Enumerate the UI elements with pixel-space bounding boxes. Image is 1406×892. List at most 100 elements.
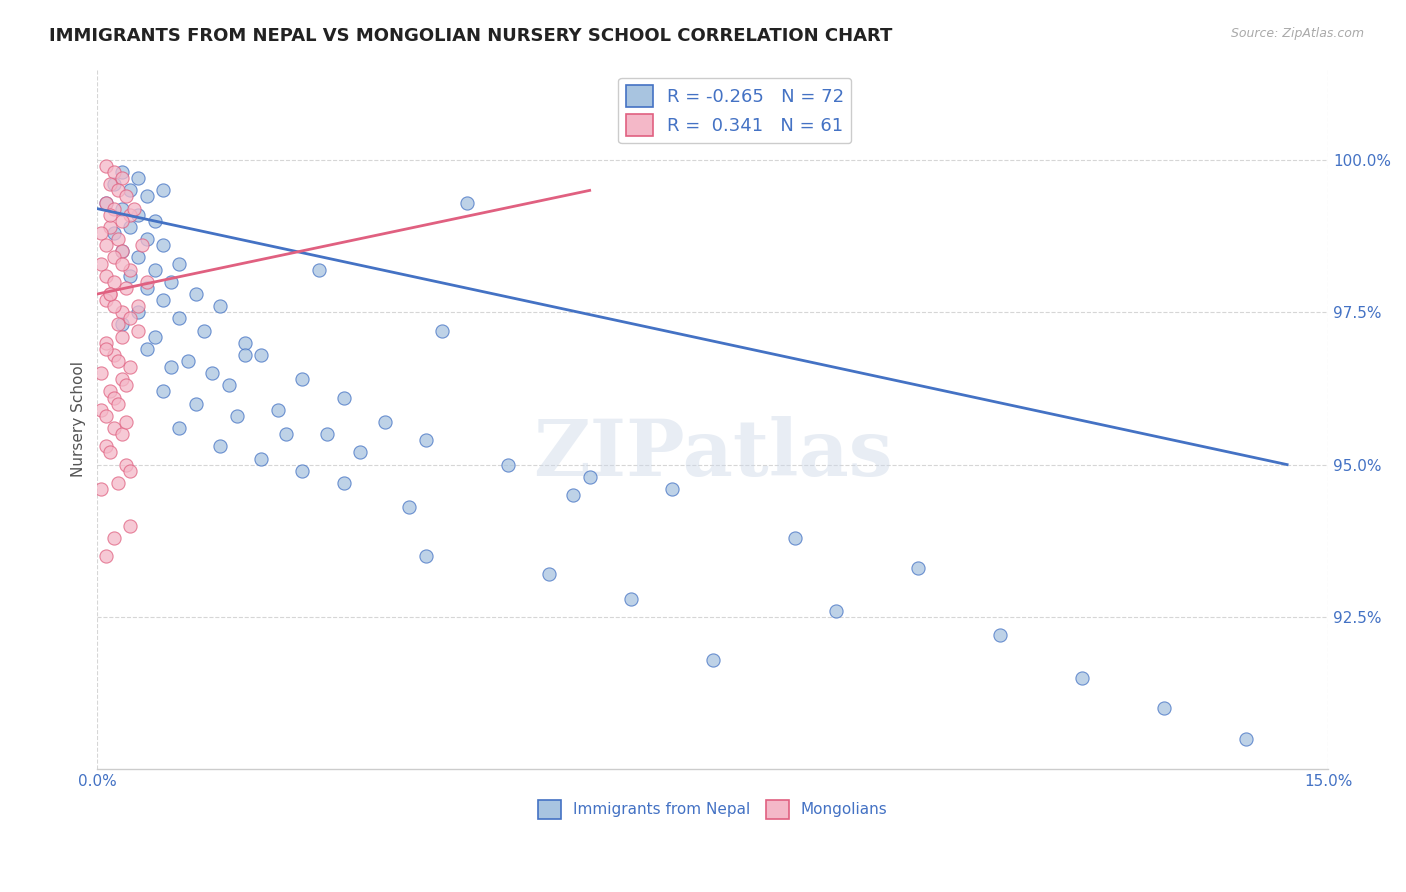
Point bbox=[103, 275, 125, 289]
Point bbox=[562, 488, 585, 502]
Point bbox=[135, 275, 157, 289]
Point bbox=[209, 439, 232, 453]
Point bbox=[135, 281, 157, 295]
Point bbox=[332, 391, 354, 405]
Point bbox=[94, 238, 117, 252]
Point bbox=[111, 171, 134, 186]
Point bbox=[98, 287, 121, 301]
Point bbox=[107, 318, 129, 332]
Point bbox=[291, 464, 314, 478]
Point bbox=[111, 244, 134, 259]
Point bbox=[98, 287, 121, 301]
Point bbox=[1071, 671, 1094, 685]
Point bbox=[90, 482, 112, 496]
Point bbox=[702, 652, 724, 666]
Point bbox=[415, 549, 437, 563]
Point bbox=[824, 604, 846, 618]
Point bbox=[111, 318, 134, 332]
Point bbox=[152, 293, 174, 307]
Point bbox=[267, 402, 290, 417]
Point bbox=[94, 409, 117, 423]
Point bbox=[103, 421, 125, 435]
Point bbox=[103, 202, 125, 216]
Point bbox=[94, 439, 117, 453]
Text: ZIPatlas: ZIPatlas bbox=[533, 416, 893, 492]
Point bbox=[111, 165, 134, 179]
Point bbox=[120, 268, 142, 283]
Point bbox=[107, 232, 129, 246]
Point bbox=[94, 159, 117, 173]
Point bbox=[1153, 701, 1175, 715]
Point bbox=[98, 208, 121, 222]
Point bbox=[143, 214, 166, 228]
Point bbox=[94, 549, 117, 563]
Point bbox=[120, 208, 142, 222]
Point bbox=[94, 195, 117, 210]
Point bbox=[184, 287, 207, 301]
Point bbox=[169, 421, 191, 435]
Point bbox=[90, 366, 112, 380]
Point bbox=[152, 183, 174, 197]
Point bbox=[316, 427, 339, 442]
Point bbox=[103, 531, 125, 545]
Point bbox=[783, 531, 806, 545]
Point bbox=[907, 561, 929, 575]
Point bbox=[103, 299, 125, 313]
Point bbox=[115, 281, 138, 295]
Point bbox=[103, 226, 125, 240]
Point bbox=[233, 335, 256, 350]
Point bbox=[111, 244, 134, 259]
Point bbox=[94, 268, 117, 283]
Point bbox=[103, 348, 125, 362]
Point bbox=[430, 324, 453, 338]
Point bbox=[115, 189, 138, 203]
Point bbox=[398, 500, 420, 515]
Point bbox=[94, 293, 117, 307]
Point bbox=[90, 226, 112, 240]
Point bbox=[250, 348, 273, 362]
Point bbox=[169, 256, 191, 270]
Point bbox=[209, 299, 232, 313]
Point bbox=[233, 348, 256, 362]
Point bbox=[143, 262, 166, 277]
Point bbox=[120, 464, 142, 478]
Point bbox=[250, 451, 273, 466]
Point bbox=[115, 458, 138, 472]
Point bbox=[120, 262, 142, 277]
Point bbox=[496, 458, 519, 472]
Point bbox=[332, 475, 354, 490]
Point bbox=[103, 165, 125, 179]
Point bbox=[111, 202, 134, 216]
Point bbox=[127, 171, 149, 186]
Text: IMMIGRANTS FROM NEPAL VS MONGOLIAN NURSERY SCHOOL CORRELATION CHART: IMMIGRANTS FROM NEPAL VS MONGOLIAN NURSE… bbox=[49, 27, 893, 45]
Point bbox=[103, 251, 125, 265]
Point bbox=[127, 324, 149, 338]
Point bbox=[98, 178, 121, 192]
Point bbox=[120, 183, 142, 197]
Point bbox=[225, 409, 247, 423]
Point bbox=[160, 360, 183, 375]
Point bbox=[184, 397, 207, 411]
Y-axis label: Nursery School: Nursery School bbox=[72, 361, 86, 477]
Point bbox=[94, 342, 117, 356]
Point bbox=[127, 305, 149, 319]
Point bbox=[661, 482, 683, 496]
Point bbox=[349, 445, 371, 459]
Point bbox=[135, 189, 157, 203]
Point bbox=[111, 427, 134, 442]
Point bbox=[90, 256, 112, 270]
Point bbox=[107, 183, 129, 197]
Point bbox=[127, 299, 149, 313]
Point bbox=[169, 311, 191, 326]
Point bbox=[135, 342, 157, 356]
Point bbox=[1234, 731, 1257, 746]
Point bbox=[98, 445, 121, 459]
Point bbox=[98, 219, 121, 234]
Point bbox=[193, 324, 215, 338]
Point bbox=[456, 195, 478, 210]
Point bbox=[988, 628, 1011, 642]
Point bbox=[111, 214, 134, 228]
Point bbox=[578, 470, 600, 484]
Point bbox=[120, 219, 142, 234]
Legend: Immigrants from Nepal, Mongolians: Immigrants from Nepal, Mongolians bbox=[531, 794, 894, 825]
